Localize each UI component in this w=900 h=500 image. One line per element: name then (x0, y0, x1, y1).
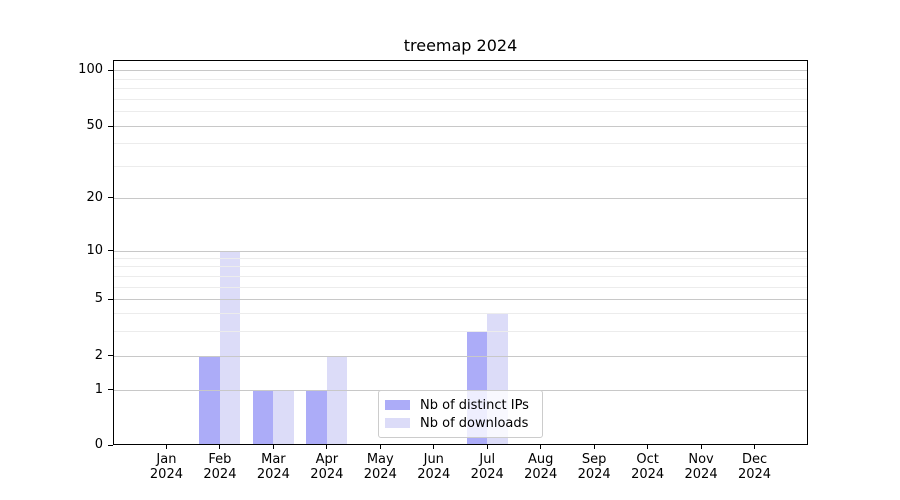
gridline-minor (114, 258, 807, 260)
gridline-minor (114, 286, 807, 288)
x-tick (700, 445, 702, 449)
legend-label: Nb of distinct IPs (420, 397, 529, 413)
y-tick (108, 355, 113, 357)
legend-item: Nb of downloads (385, 416, 542, 431)
gridline-minor (114, 275, 807, 277)
y-tick (108, 389, 113, 391)
gridline-minor (114, 330, 807, 332)
x-tick-label: Apr 2024 (310, 452, 344, 482)
plot-area (113, 60, 808, 445)
y-tick (108, 250, 113, 252)
y-tick (108, 298, 113, 300)
gridline-minor (114, 98, 807, 100)
gridline-minor (114, 143, 807, 145)
legend-swatch (385, 400, 410, 410)
x-tick (486, 445, 488, 449)
y-tick-label: 50 (86, 118, 103, 133)
gridline-major (114, 250, 807, 252)
x-tick-label: Feb 2024 (203, 452, 237, 482)
gridline-major (114, 70, 807, 72)
legend-label: Nb of downloads (420, 415, 529, 431)
x-tick-label: Aug 2024 (524, 452, 558, 482)
x-tick (593, 445, 595, 449)
y-tick-label: 20 (86, 189, 103, 205)
x-tick-label: Sep 2024 (577, 452, 611, 482)
x-tick (540, 445, 542, 449)
x-tick-label: Mar 2024 (256, 452, 290, 482)
y-tick-label: 100 (78, 62, 103, 78)
y-tick (108, 69, 113, 71)
chart-title: treemap 2024 (403, 36, 518, 55)
gridline-major (114, 299, 807, 301)
x-tick (219, 445, 221, 449)
gridline-minor (114, 266, 807, 268)
x-tick (754, 445, 756, 449)
y-tick (108, 197, 113, 199)
bar (252, 389, 274, 444)
bar (273, 389, 294, 444)
x-tick-label: Jul 2024 (470, 452, 504, 482)
legend-swatch (385, 418, 410, 428)
legend-item: Nb of distinct IPs (385, 398, 542, 413)
bar (219, 250, 241, 444)
gridline-minor (114, 165, 807, 167)
x-tick-label: Nov 2024 (684, 452, 718, 482)
y-tick-label: 5 (94, 291, 103, 307)
x-tick-label: May 2024 (363, 452, 397, 482)
y-tick-label: 1 (94, 381, 103, 397)
x-tick (326, 445, 328, 449)
x-tick-label: Jun 2024 (417, 452, 451, 482)
legend: Nb of distinct IPs Nb of downloads (378, 390, 543, 438)
x-tick (379, 445, 381, 449)
gridline-major (114, 126, 807, 127)
y-tick-label: 0 (94, 437, 103, 452)
bar (306, 389, 327, 444)
y-tick-label: 10 (86, 242, 103, 258)
x-tick (433, 445, 435, 449)
x-tick (647, 445, 649, 449)
x-tick (272, 445, 274, 449)
y-tick-label: 2 (94, 347, 103, 363)
y-tick (108, 444, 113, 446)
y-tick (108, 125, 113, 127)
bar (199, 355, 220, 444)
x-tick (165, 445, 167, 449)
x-tick-label: Dec 2024 (737, 452, 772, 482)
gridline-minor (114, 78, 807, 80)
gridline-major (114, 197, 807, 199)
gridline-major (114, 355, 807, 357)
x-tick-label: Oct 2024 (631, 452, 665, 482)
gridline-minor (114, 111, 807, 113)
x-tick-label: Jan 2024 (149, 452, 183, 482)
bar (326, 355, 348, 444)
gridline-minor (114, 313, 807, 315)
gridline-minor (114, 88, 807, 90)
